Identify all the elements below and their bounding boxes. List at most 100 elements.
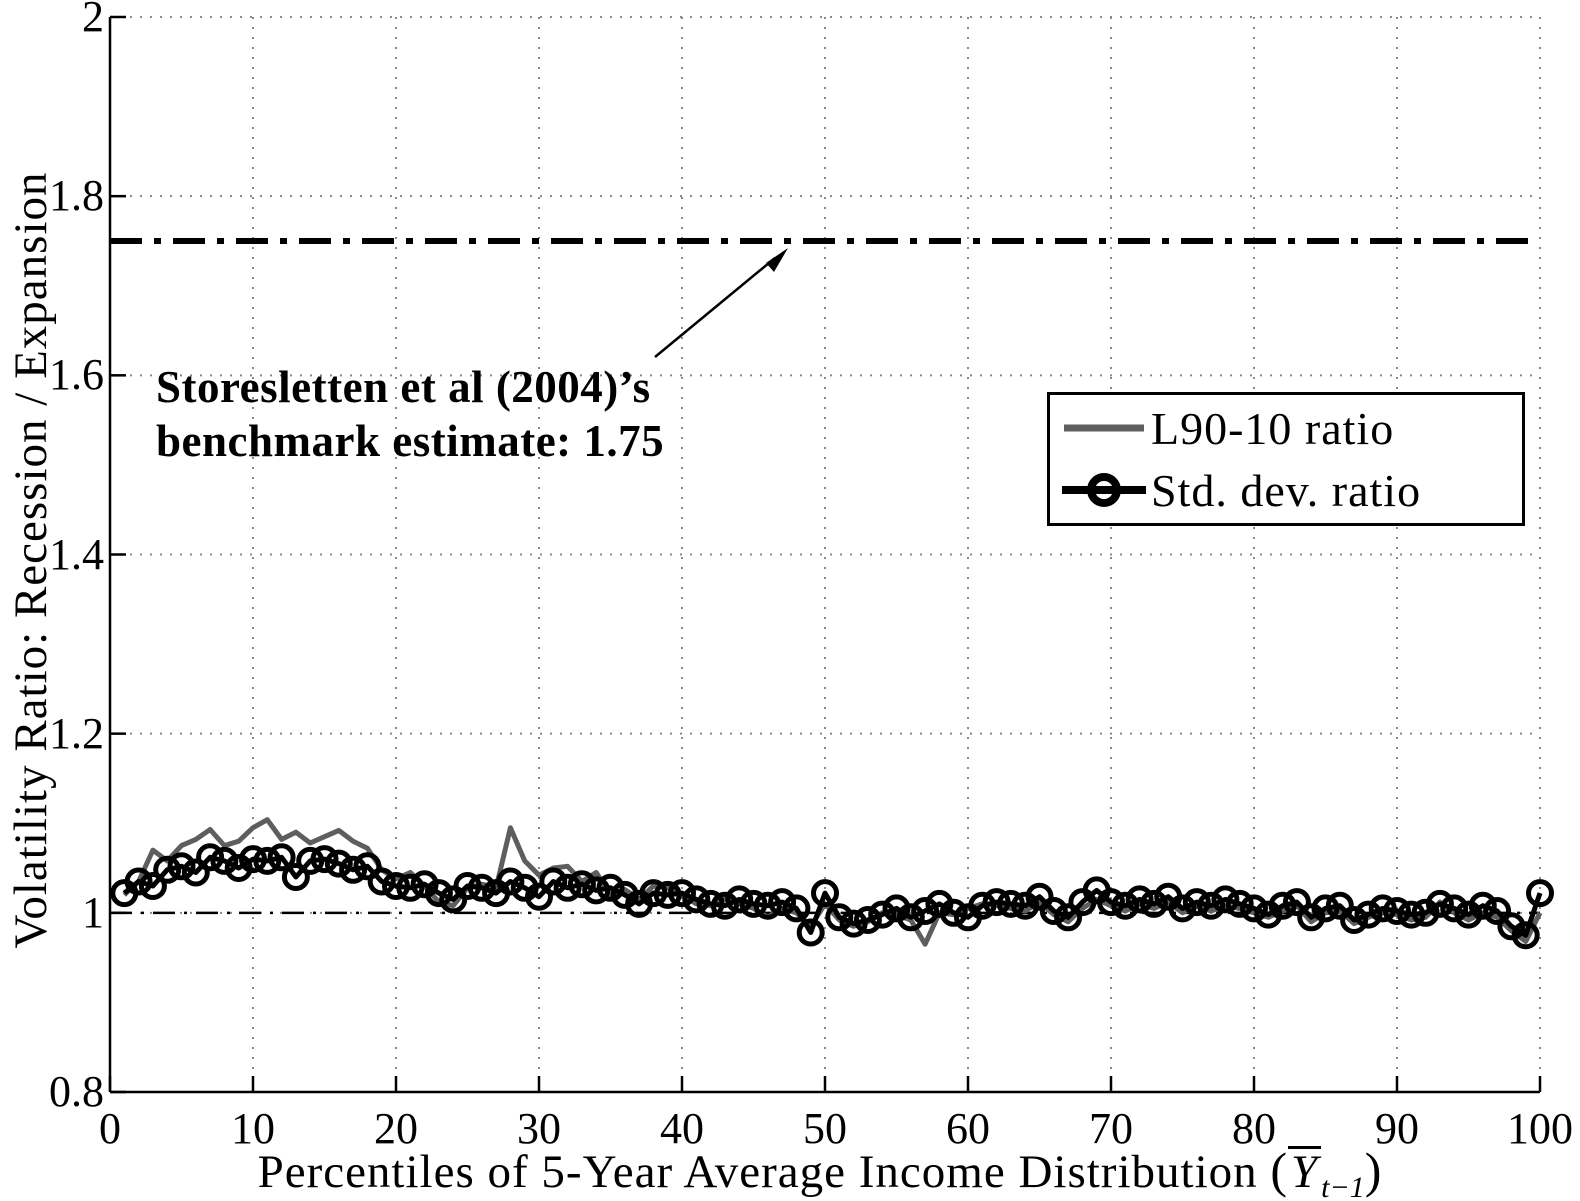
data-point-marker (968, 891, 997, 920)
data-point-marker (768, 888, 797, 917)
x-tick-label: 70 (1089, 1104, 1133, 1153)
data-point-marker (1268, 891, 1297, 920)
y-tick-label: 1.4 (49, 529, 104, 579)
y-tick-label: 1.2 (49, 708, 104, 758)
data-point-marker (382, 872, 410, 900)
data-point-marker (124, 867, 153, 896)
x-tick-label: 90 (1375, 1104, 1419, 1153)
data-point-marker (1139, 889, 1168, 918)
data-point-marker (896, 903, 925, 932)
data-point-marker (1383, 897, 1411, 925)
data-point-marker (1125, 885, 1154, 914)
data-point-marker (167, 852, 196, 881)
reference-lines-layer (110, 237, 1540, 915)
data-point-marker (525, 882, 553, 911)
data-point-marker (138, 872, 167, 900)
data-point-marker (868, 900, 897, 929)
data-point-marker (367, 867, 396, 896)
data-point-marker (1468, 891, 1497, 920)
data-point-marker (668, 879, 696, 908)
data-point-marker (1282, 888, 1311, 917)
y-bar-symbol: Y (1288, 1146, 1322, 1196)
data-point-marker (539, 867, 568, 896)
data-point-marker (839, 909, 868, 938)
data-point-marker (1240, 894, 1268, 923)
axis-layer (108, 15, 1542, 1094)
data-point-marker (639, 879, 668, 908)
data-point-marker (553, 873, 582, 902)
grid-layer (109, 16, 1541, 1093)
legend-item-l90-10: L90-10 ratio (1050, 397, 1522, 459)
data-point-marker (424, 879, 453, 908)
data-point-marker (1182, 888, 1211, 917)
data-point-marker (1039, 897, 1068, 925)
data-point-marker (339, 855, 368, 884)
annotation-line-2: benchmark estimate: 1.75 (156, 416, 665, 466)
y-tick-label: 0.8 (49, 1067, 104, 1116)
y-tick-label: 1.8 (49, 171, 104, 221)
data-point-marker (1097, 888, 1125, 917)
data-point-marker (310, 845, 339, 874)
paren-open: ( (1270, 1142, 1289, 1198)
legend-item-std-dev: Std. dev. ratio (1050, 459, 1522, 521)
data-point-marker (396, 873, 425, 902)
data-point-marker (210, 846, 239, 875)
data-point-marker (739, 889, 768, 918)
std-dev-line-sample (1062, 473, 1146, 507)
data-point-marker (1368, 894, 1397, 923)
x-tick-label: 0 (99, 1104, 121, 1153)
data-point-marker (696, 889, 725, 918)
legend: L90-10 ratio Std. dev. ratio (1047, 392, 1525, 526)
data-point-marker (1225, 889, 1254, 918)
data-point-marker (324, 849, 353, 878)
series-layer (110, 817, 1554, 950)
y-tick-label: 2 (82, 0, 104, 41)
data-point-marker (196, 843, 225, 872)
data-point-marker (153, 855, 182, 884)
subscript-t-minus-1: t−1 (1321, 1171, 1365, 1201)
data-point-marker (1425, 889, 1454, 918)
benchmark-annotation: Storesletten et al (2004)’s benchmark es… (156, 360, 664, 468)
data-point-marker (1483, 897, 1512, 925)
data-point-marker (1397, 900, 1426, 929)
x-tick-label: 80 (1232, 1104, 1276, 1153)
data-point-marker (725, 885, 754, 914)
annotation-line-1: Storesletten et al (2004)’s (156, 362, 651, 412)
data-point-marker (782, 894, 811, 923)
data-point-marker (239, 845, 267, 874)
data-point-marker (1025, 882, 1054, 911)
x-axis-label: Percentiles of 5-Year Average Income Dis… (75, 1141, 1565, 1201)
data-point-marker (825, 903, 854, 932)
data-point-marker (753, 891, 782, 920)
annotation-arrow (654, 248, 788, 358)
data-point-marker (567, 870, 596, 899)
x-axis-label-text: Percentiles of 5-Year Average Income Dis… (257, 1146, 1271, 1198)
data-point-marker (1111, 891, 1140, 920)
data-point-marker (596, 873, 625, 902)
x-tick-label: 30 (517, 1104, 561, 1153)
data-point-marker (453, 872, 482, 900)
legend-label-l90-10: L90-10 ratio (1151, 402, 1395, 454)
data-point-marker (353, 852, 382, 881)
data-point-marker (710, 891, 739, 920)
data-point-marker (1440, 894, 1469, 923)
data-point-marker (982, 888, 1011, 917)
data-point-marker (939, 898, 968, 927)
data-point-marker (811, 879, 839, 908)
l90-10-line-sample (1064, 424, 1144, 432)
x-tick-label: 50 (803, 1104, 847, 1153)
data-point-marker (1197, 891, 1226, 920)
x-tick-label: 40 (660, 1104, 704, 1153)
x-tick-label: 100 (1507, 1104, 1573, 1153)
data-point-marker (582, 876, 611, 905)
data-point-marker (1311, 894, 1340, 923)
data-point-marker (1211, 885, 1240, 914)
x-tick-label: 10 (231, 1104, 275, 1153)
data-point-marker (682, 885, 711, 914)
data-point-marker (267, 843, 296, 872)
paren-close: ) (1364, 1142, 1383, 1198)
legend-label-std-dev: Std. dev. ratio (1151, 464, 1422, 516)
data-point-marker (653, 880, 682, 909)
data-point-marker (1526, 879, 1554, 908)
